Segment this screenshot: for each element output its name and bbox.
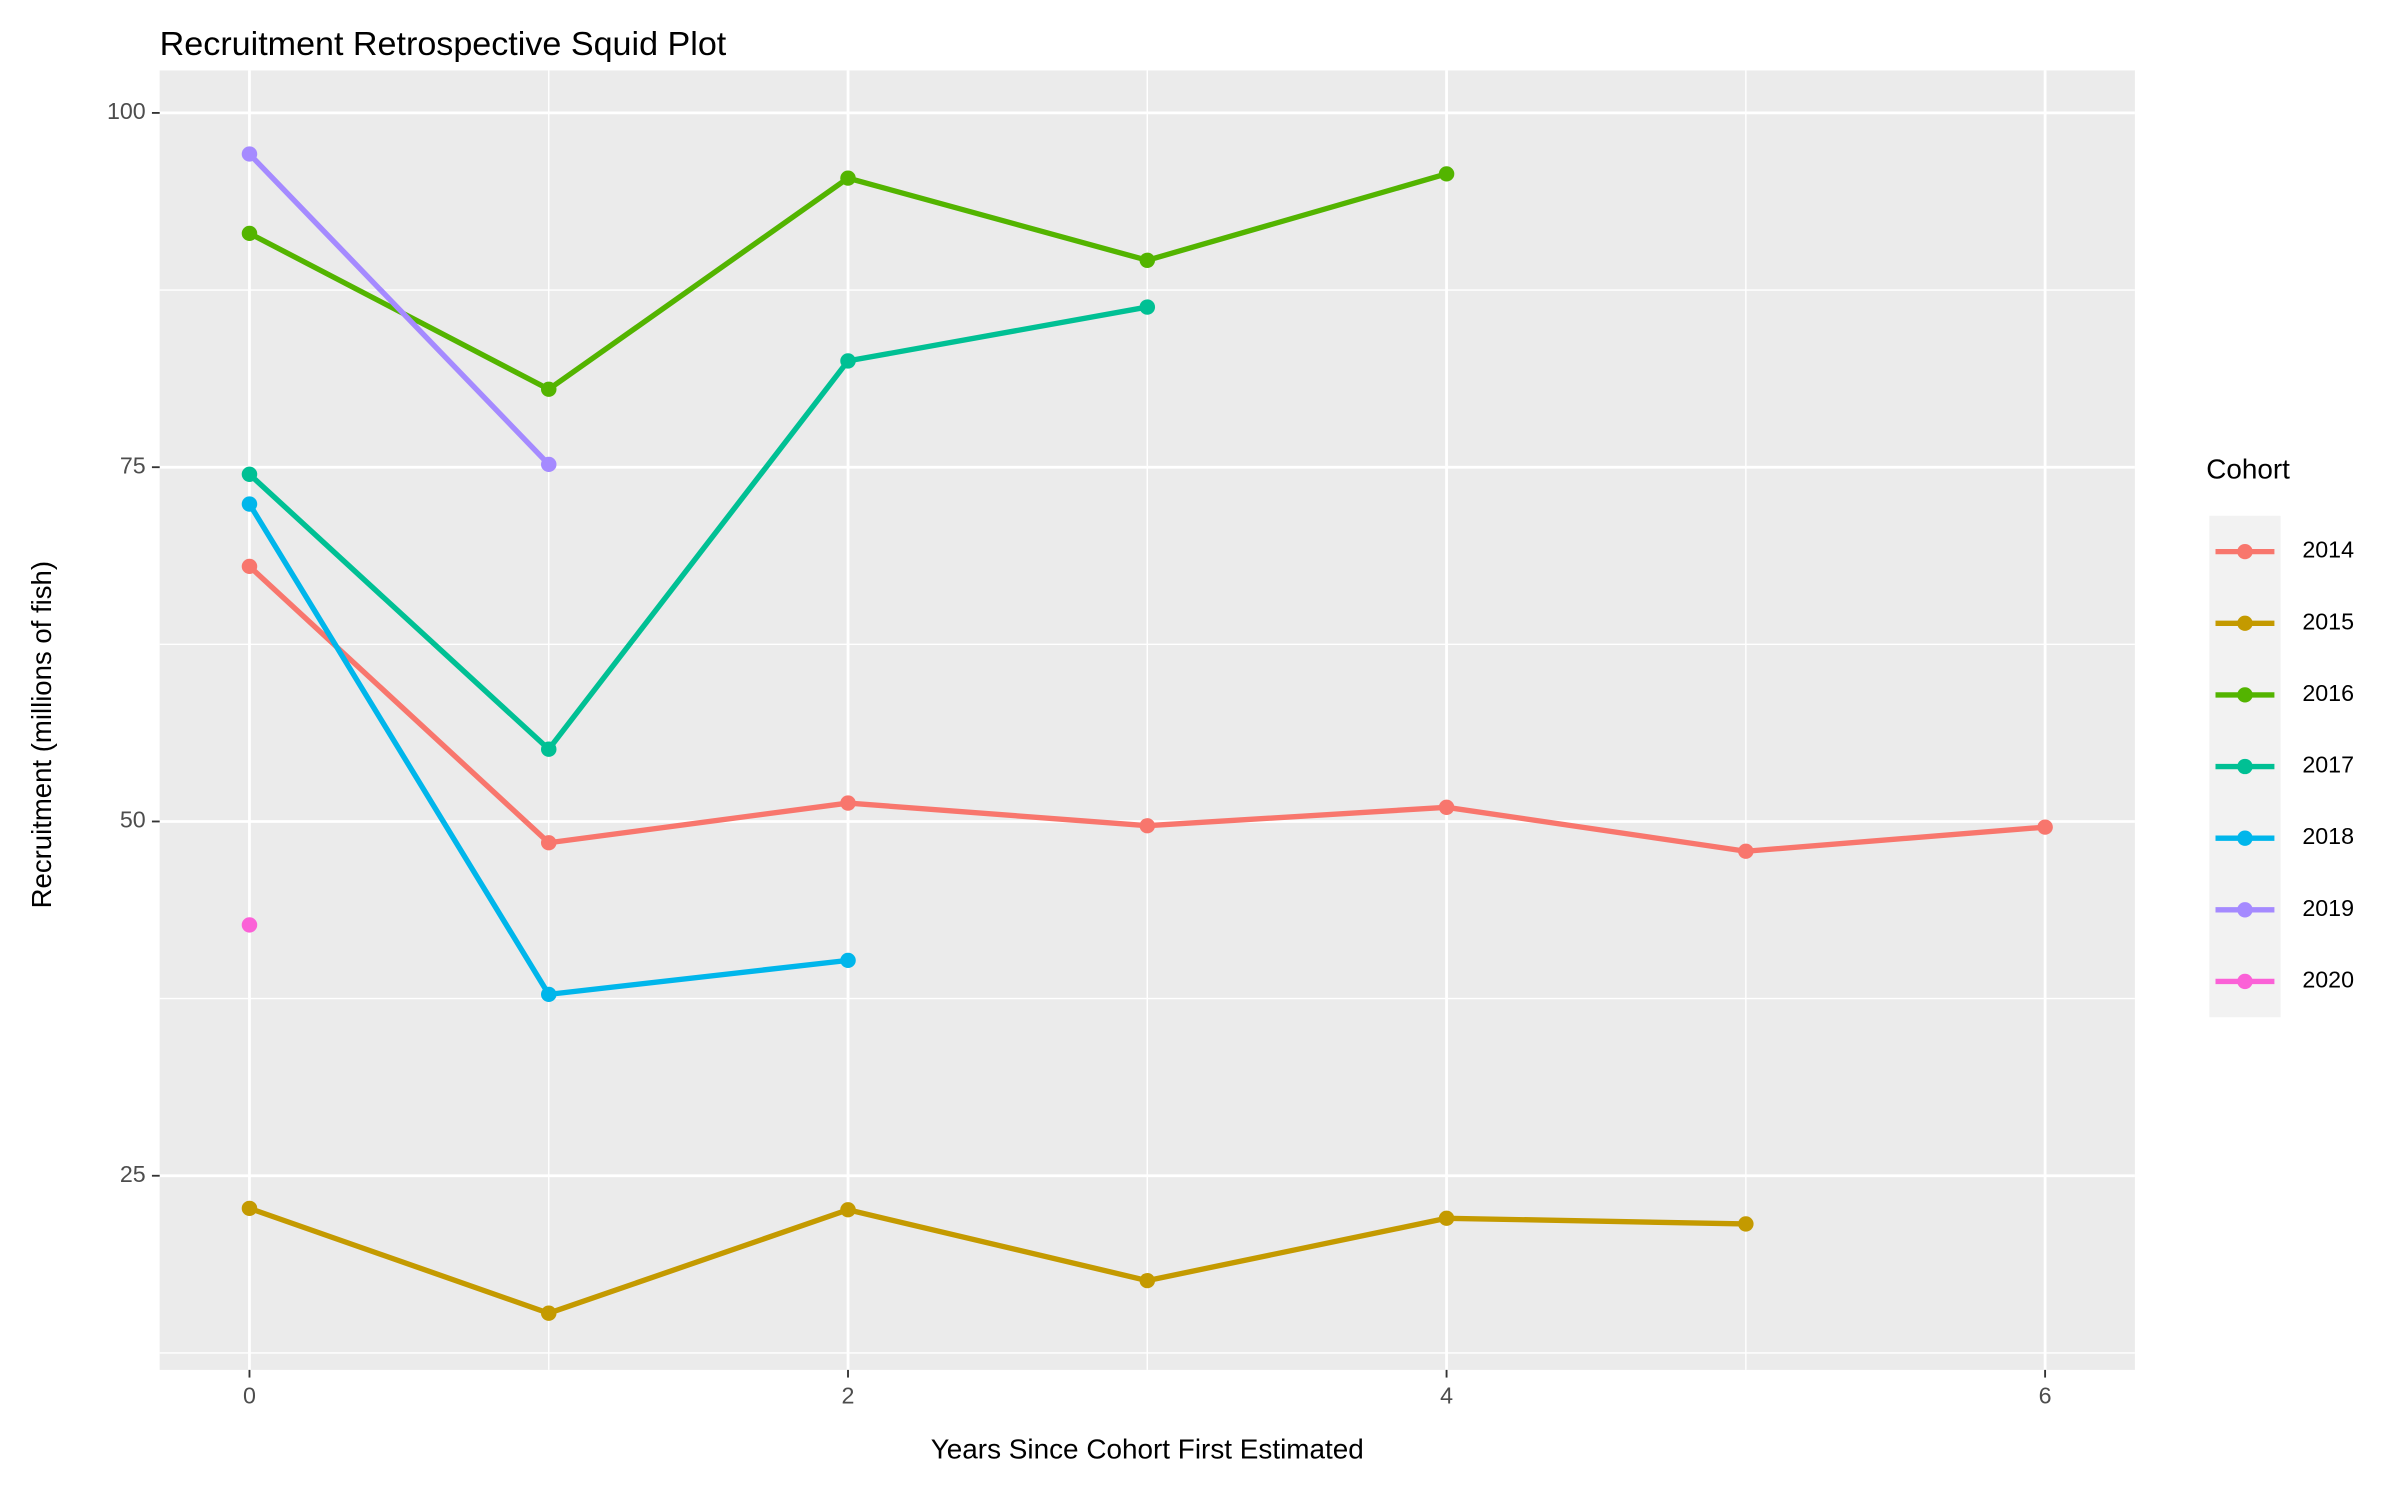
series — [241, 496, 856, 1003]
series — [241, 1200, 1754, 1321]
series-line — [248, 1205, 1746, 1316]
data-point — [540, 835, 557, 851]
y-tick-label: 50 — [120, 807, 146, 833]
data-point — [241, 225, 258, 242]
legend-point — [2237, 615, 2253, 631]
y-axis-title: Recruitment (millions of fish) — [26, 561, 57, 908]
y-tick-label: 100 — [107, 98, 146, 124]
data-point — [241, 496, 258, 512]
legend-point — [2237, 973, 2253, 990]
y-tick-label: 25 — [120, 1161, 146, 1187]
series-line — [247, 152, 551, 467]
data-point — [1438, 166, 1455, 182]
data-point — [840, 170, 856, 186]
legend-point — [2237, 902, 2253, 918]
data-point — [840, 952, 856, 969]
data-point — [1139, 1272, 1156, 1289]
data-point — [540, 381, 557, 397]
legend-label: 2015 — [2302, 608, 2354, 634]
x-tick-label: 2 — [842, 1383, 855, 1409]
y-tick-label: 75 — [120, 452, 146, 478]
data-point — [840, 795, 856, 811]
data-point — [1139, 818, 1156, 834]
series-line — [247, 304, 1148, 752]
x-tick-label: 0 — [243, 1383, 256, 1409]
series — [241, 917, 258, 933]
legend-label: 2018 — [2302, 823, 2354, 849]
data-point — [540, 1305, 557, 1321]
series — [241, 146, 557, 473]
x-tick-label: 6 — [2039, 1383, 2052, 1409]
series — [241, 558, 2053, 859]
legend-point — [2237, 543, 2253, 560]
data-point — [241, 558, 258, 575]
data-point — [540, 986, 557, 1003]
data-point — [1438, 799, 1455, 815]
data-point — [540, 741, 557, 757]
legend-label: 2017 — [2302, 752, 2354, 778]
data-point — [241, 1200, 258, 1217]
series — [241, 166, 1455, 397]
legend-title: Cohort — [2206, 454, 2290, 485]
legend-label: 2020 — [2302, 967, 2354, 993]
data-point — [1438, 1210, 1455, 1226]
data-point — [840, 353, 856, 369]
data-point — [1738, 843, 1754, 859]
data-point — [241, 466, 258, 482]
data-point — [1139, 299, 1156, 315]
x-axis-title: Years Since Cohort First Estimated — [931, 1433, 1364, 1464]
legend-label: 2016 — [2302, 680, 2354, 706]
data-point — [2037, 819, 2053, 835]
legend-label: 2014 — [2302, 537, 2354, 563]
series — [241, 299, 1156, 757]
x-tick-label: 4 — [1440, 1383, 1453, 1409]
legend-point — [2237, 687, 2253, 703]
data-point — [1139, 252, 1156, 268]
data-point — [540, 456, 557, 473]
legend-point — [2237, 758, 2253, 775]
data-point — [840, 1202, 856, 1218]
data-point — [1738, 1216, 1754, 1232]
data-point — [241, 146, 258, 162]
legend-point — [2237, 830, 2253, 846]
chart-title: Recruitment Retrospective Squid Plot — [160, 25, 727, 63]
data-point — [241, 917, 258, 933]
legend-label: 2019 — [2302, 895, 2354, 921]
